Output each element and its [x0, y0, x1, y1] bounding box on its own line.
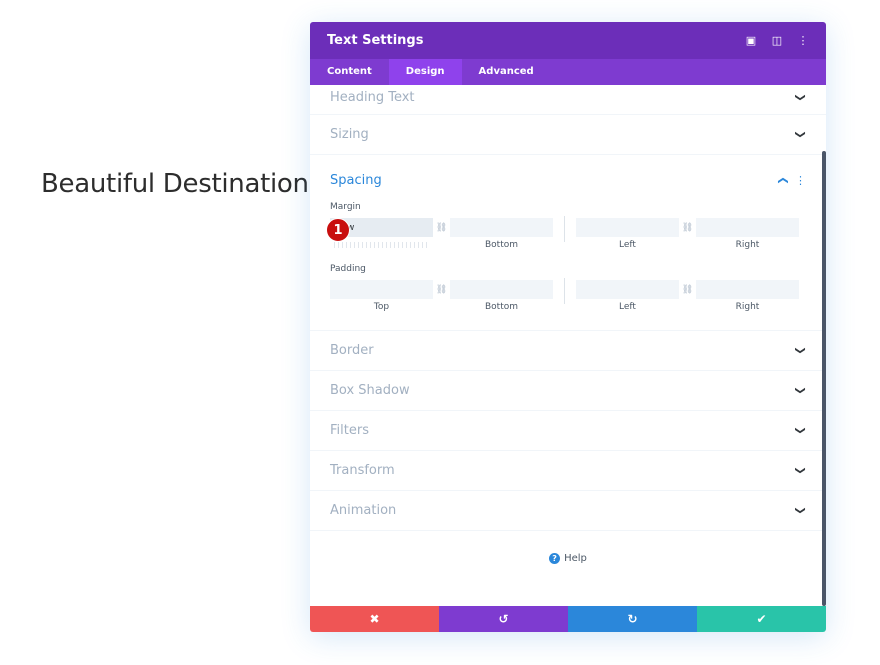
margin-left-label: Left	[619, 240, 636, 250]
chevron-down-icon[interactable]: ❯	[794, 506, 806, 515]
link-icon[interactable]: ⛓	[435, 222, 448, 233]
undo-button[interactable]: ↺	[439, 606, 568, 632]
margin-left-input[interactable]	[576, 218, 679, 237]
section-filters[interactable]: Filters ❯	[310, 411, 826, 451]
section-heading-text[interactable]: Heading Text ❯	[310, 85, 826, 115]
padding-left-right: ⛓ Left Right	[576, 280, 799, 312]
modal-title: Text Settings	[327, 33, 424, 48]
redo-icon: ↻	[627, 612, 638, 626]
padding-left-input[interactable]	[576, 280, 679, 299]
chevron-down-icon[interactable]: ❯	[794, 426, 806, 435]
help-label: Help	[564, 553, 587, 564]
section-title: Filters	[330, 423, 369, 438]
section-title: Sizing	[330, 127, 369, 142]
section-spacing: Spacing ❯ ⋮ Margin 1 9vw ⛓ Bottom	[310, 155, 826, 331]
chevron-down-icon[interactable]: ❯	[794, 346, 806, 355]
padding-bottom-input[interactable]	[450, 280, 553, 299]
margin-top-slider[interactable]	[330, 240, 433, 250]
close-icon: ✖	[369, 612, 380, 626]
margin-bottom-label: Bottom	[484, 240, 518, 250]
page-heading: Beautiful Destinations	[41, 169, 311, 199]
split-view-icon[interactable]: ◫	[771, 34, 783, 47]
save-button[interactable]: ✔	[697, 606, 826, 632]
settings-body: Heading Text ❯ Sizing ❯ Spacing ❯ ⋮ Marg…	[310, 85, 826, 606]
modal-header[interactable]: Text Settings ▣ ◫ ⋮	[310, 22, 826, 59]
modal-footer: ✖ ↺ ↻ ✔	[310, 606, 826, 632]
padding-top-input[interactable]	[330, 280, 433, 299]
section-title: Border	[330, 343, 374, 358]
chevron-down-icon[interactable]: ❯	[794, 466, 806, 475]
link-icon[interactable]: ⛓	[681, 284, 694, 295]
margin-label: Margin	[330, 202, 361, 212]
section-title: Heading Text	[330, 90, 415, 105]
section-transform[interactable]: Transform ❯	[310, 451, 826, 491]
cancel-button[interactable]: ✖	[310, 606, 439, 632]
check-icon: ✔	[756, 612, 767, 626]
divider	[564, 216, 565, 242]
margin-row: 1 9vw ⛓ Bottom	[326, 216, 806, 250]
chevron-down-icon[interactable]: ❯	[794, 130, 806, 139]
focus-icon[interactable]: ▣	[745, 34, 757, 47]
tab-design[interactable]: Design	[388, 59, 462, 85]
section-title: Box Shadow	[330, 383, 410, 398]
margin-left-right: ⛓ Left Right	[576, 218, 799, 250]
redo-button[interactable]: ↻	[568, 606, 697, 632]
undo-icon: ↺	[498, 612, 509, 626]
padding-bottom-label: Bottom	[484, 302, 518, 312]
help-icon: ?	[549, 553, 561, 564]
slider-ticks[interactable]	[334, 242, 429, 248]
margin-bottom-input[interactable]	[450, 218, 553, 237]
help-link[interactable]: ? Help	[310, 553, 826, 564]
section-box-shadow[interactable]: Box Shadow ❯	[310, 371, 826, 411]
scrollbar[interactable]	[822, 151, 826, 606]
section-border[interactable]: Border ❯	[310, 331, 826, 371]
settings-modal: Text Settings ▣ ◫ ⋮ Content Design Advan…	[310, 22, 826, 632]
chevron-down-icon[interactable]: ❯	[794, 386, 806, 395]
section-title: Spacing	[330, 173, 382, 188]
padding-top-label: Top	[373, 302, 390, 312]
tab-advanced[interactable]: Advanced	[478, 66, 534, 77]
more-options-icon[interactable]: ⋮	[795, 174, 806, 187]
modal-tabs: Content Design Advanced	[310, 59, 826, 85]
padding-top-bottom: ⛓ Top Bottom	[330, 280, 553, 312]
margin-top-bottom: 9vw ⛓ Bottom	[330, 218, 553, 250]
link-icon[interactable]: ⛓	[435, 284, 448, 295]
margin-right-label: Right	[735, 240, 760, 250]
padding-right-input[interactable]	[696, 280, 799, 299]
section-title: Transform	[330, 463, 395, 478]
step-marker: 1	[326, 218, 350, 242]
padding-row: ⛓ Top Bottom ⛓	[330, 278, 806, 312]
spacing-header[interactable]: Spacing ❯ ⋮	[330, 173, 806, 188]
section-title: Animation	[330, 503, 397, 518]
tab-content[interactable]: Content	[327, 66, 372, 77]
section-animation[interactable]: Animation ❯	[310, 491, 826, 531]
padding-left-label: Left	[619, 302, 636, 312]
padding-label: Padding	[330, 264, 366, 274]
section-sizing[interactable]: Sizing ❯	[310, 115, 826, 155]
chevron-down-icon[interactable]: ❯	[794, 93, 806, 102]
chevron-up-icon[interactable]: ❯	[777, 176, 789, 185]
divider	[564, 278, 565, 304]
link-icon[interactable]: ⛓	[681, 222, 694, 233]
more-options-icon[interactable]: ⋮	[797, 34, 809, 47]
padding-right-label: Right	[735, 302, 760, 312]
margin-right-input[interactable]	[696, 218, 799, 237]
